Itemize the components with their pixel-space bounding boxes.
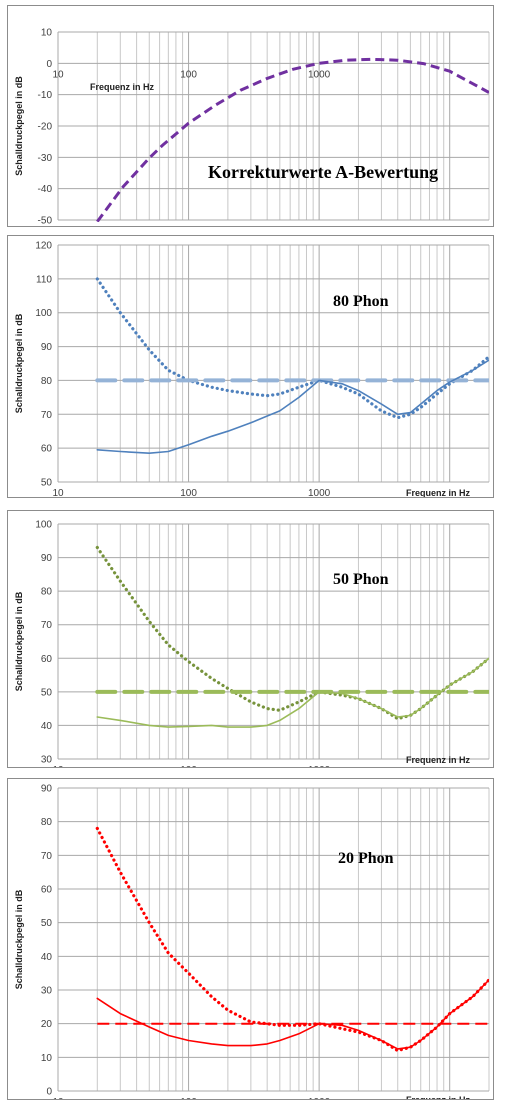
y-tick-label: -20 xyxy=(38,122,53,133)
y-tick-label: 50 xyxy=(41,687,53,698)
x-tick-label: 1000 xyxy=(308,1097,331,1099)
x-tick-label: 10 xyxy=(52,488,64,497)
y-tick-label: 70 xyxy=(41,620,53,631)
x-tick-label: 10 xyxy=(52,1097,64,1099)
x-axis-label: Frequenz in Hz xyxy=(406,1095,471,1099)
grid xyxy=(57,244,490,483)
y-tick-label: 100 xyxy=(35,520,52,531)
series-line-dashed xyxy=(96,57,489,222)
series-line-solid xyxy=(96,359,489,454)
y-tick-label: 60 xyxy=(41,654,53,665)
y-tick-label: 70 xyxy=(41,851,53,862)
series-line-dotted xyxy=(95,277,489,420)
chart-title: 80 Phon xyxy=(333,293,389,310)
x-axis-label: Frequenz in Hz xyxy=(406,755,471,765)
chart-title: 50 Phon xyxy=(333,571,389,588)
y-axis-label: Schalldruckpegel in dB xyxy=(14,889,24,989)
x-tick-label: 10 xyxy=(52,69,64,80)
y-tick-label: 60 xyxy=(41,885,53,896)
series-line-solid xyxy=(96,979,489,1050)
chart-title: Korrekturwerte A-Bewertung xyxy=(208,162,438,182)
y-tick-label: 80 xyxy=(41,376,53,387)
x-tick-label: 1000 xyxy=(308,488,331,497)
y-tick-label: 30 xyxy=(41,986,53,997)
y-axis-label: Schalldruckpegel in dB xyxy=(14,313,24,413)
chart-panel-80-phon: 120 110 100 90 80 70 60 50 10 100 1000 Frequenz in … xyxy=(7,235,494,498)
x-tick-label: 100 xyxy=(180,765,197,767)
chart-panel-50-phon: 100 90 80 70 60 50 40 3010 100 1000 Frequenz in Hz… xyxy=(7,510,494,768)
chart-panel-20-phon: 9080706050403020100101001000Frequenz in … xyxy=(7,778,494,1100)
y-axis-label: Schalldruckpegel in dB xyxy=(14,591,24,691)
y-tick-label: 110 xyxy=(36,274,52,285)
x-tick-label: 100 xyxy=(180,69,197,80)
grid xyxy=(57,787,490,1092)
y-tick-label: 90 xyxy=(41,784,53,795)
y-tick-label: 70 xyxy=(41,410,53,421)
y-tick-label: 100 xyxy=(35,308,52,319)
y-tick-label: 40 xyxy=(41,952,53,963)
y-tick-label: 0 xyxy=(46,59,52,70)
y-tick-label: -10 xyxy=(38,90,53,101)
x-tick-label: 1000 xyxy=(308,69,331,80)
x-tick-label: 10 xyxy=(52,765,64,767)
x-tick-label: 100 xyxy=(180,1097,197,1099)
y-tick-label: 10 xyxy=(41,28,53,39)
y-tick-label: -40 xyxy=(38,184,53,195)
y-tick-label: 30 xyxy=(41,755,53,766)
chart-panel-a-weighting: 10 0 -10 -20 -30 -40 -50 10 100 1000 Frequenz in H… xyxy=(7,5,494,227)
y-tick-label: -30 xyxy=(38,153,53,164)
x-tick-label: 100 xyxy=(180,488,197,497)
y-tick-label: 90 xyxy=(41,553,53,564)
y-axis-label: Schalldruckpegel in dB xyxy=(14,76,24,176)
y-tick-label: 10 xyxy=(41,1053,53,1064)
y-tick-label: 0 xyxy=(46,1087,52,1098)
x-axis-label: Frequenz in Hz xyxy=(90,82,155,92)
x-tick-label: 1000 xyxy=(308,765,331,767)
y-tick-label: 120 xyxy=(35,241,52,252)
series-line-solid xyxy=(96,657,489,728)
y-tick-label: 80 xyxy=(41,817,53,828)
x-axis-label: Frequenz in Hz xyxy=(406,488,471,497)
y-tick-label: 60 xyxy=(41,444,53,455)
y-tick-label: -50 xyxy=(38,216,53,227)
y-tick-label: 20 xyxy=(41,1019,53,1030)
y-tick-label: 90 xyxy=(41,342,53,353)
chart-20-phon: 9080706050403020100101001000Frequenz in … xyxy=(14,784,490,1099)
series-line-dotted xyxy=(95,545,489,721)
y-tick-label: 50 xyxy=(41,478,53,489)
grid xyxy=(57,31,490,221)
y-tick-label: 40 xyxy=(41,721,53,732)
y-tick-label: 50 xyxy=(41,918,53,929)
chart-50-phon: 100 90 80 70 60 50 40 3010 100 1000 Frequenz in Hz… xyxy=(14,520,490,767)
series-line-dotted xyxy=(95,826,489,1053)
chart-title: 20 Phon xyxy=(338,850,394,867)
y-tick-label: 80 xyxy=(41,587,53,598)
